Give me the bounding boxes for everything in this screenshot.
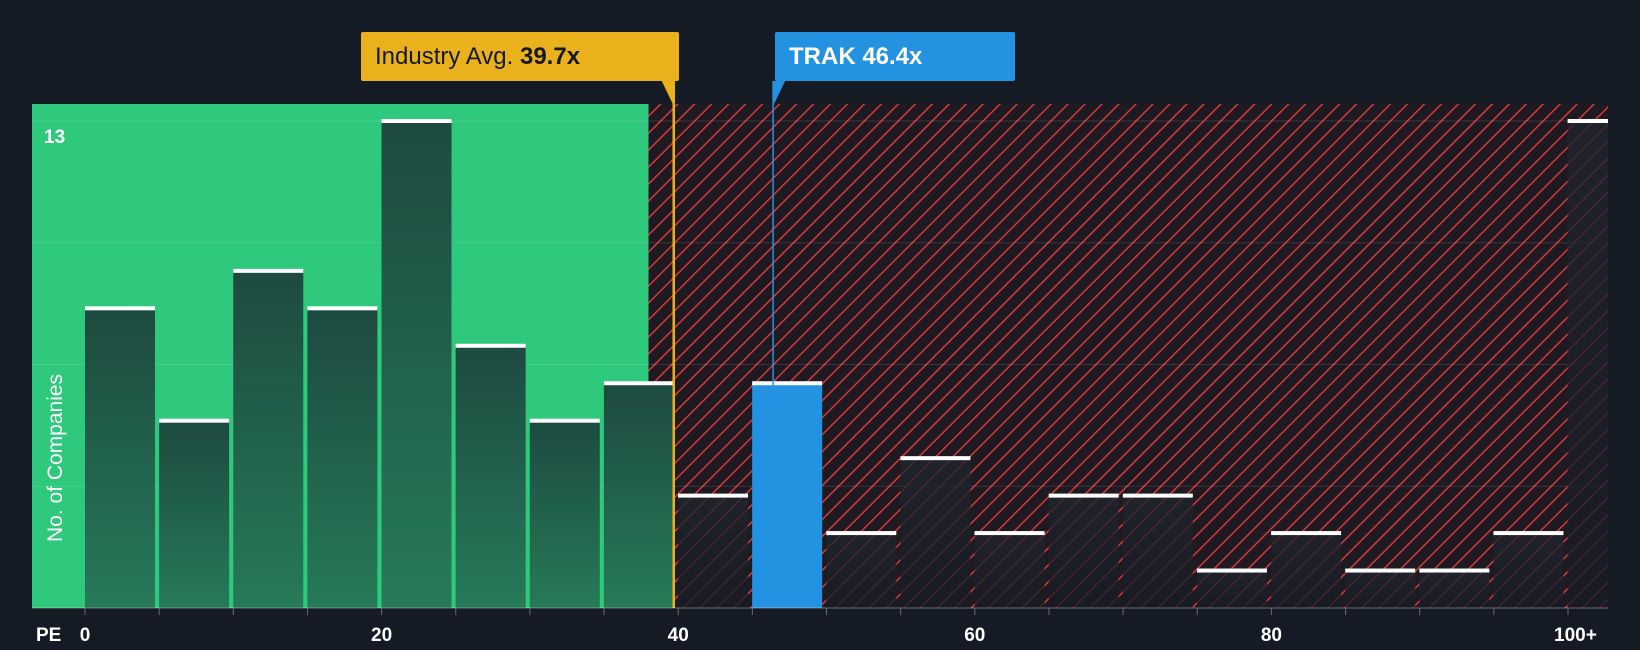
bar-10-15 — [233, 270, 304, 608]
bar-cap-0-5 — [85, 306, 155, 311]
bar-cap-80-85 — [1271, 531, 1342, 536]
x-tick-label-0: 0 — [80, 625, 91, 646]
bar-15-20 — [307, 308, 378, 608]
bar-cap-5-10 — [159, 418, 230, 423]
bar-cap-35-40 — [603, 381, 674, 386]
bar-5-10 — [159, 420, 230, 608]
industry-average-label: Industry Avg. — [375, 43, 514, 70]
x-tick-label-80: 80 — [1261, 625, 1282, 646]
bar-65-70 — [1048, 495, 1119, 608]
bar-20-25 — [381, 121, 452, 608]
x-axis-label: PE — [36, 625, 61, 646]
bar-0-5 — [85, 308, 155, 608]
industry-callout-pointer — [661, 81, 674, 106]
bar-cap-30-35 — [529, 418, 600, 423]
bar-55-60 — [900, 458, 971, 608]
bar-cap-85-90 — [1345, 568, 1416, 573]
x-tick-label-20: 20 — [371, 625, 392, 646]
bar-25-30 — [455, 345, 526, 608]
bar-70-75 — [1122, 495, 1193, 608]
bar-cap-20-25 — [381, 119, 452, 123]
company-ticker: TRAK — [789, 43, 856, 70]
industry-average-callout: Industry Avg. 39.7x — [361, 32, 679, 81]
company-pe-value: 46.4x — [862, 43, 923, 70]
x-tick-label-60: 60 — [964, 625, 985, 646]
bar-50-55 — [826, 533, 897, 608]
bar-90-95 — [1419, 570, 1490, 608]
x-tick-label-100+: 100+ — [1554, 625, 1597, 646]
y-max-label: 13 — [44, 127, 65, 148]
bar-cap-90-95 — [1419, 568, 1490, 573]
bar-cap-100+ — [1567, 119, 1608, 123]
bar-80-85 — [1271, 533, 1342, 608]
industry-average-value: 39.7x — [519, 43, 581, 70]
y-axis-label: No. of Companies — [44, 374, 67, 542]
x-tick-label-40: 40 — [668, 625, 689, 646]
bar-cap-60-65 — [974, 531, 1045, 536]
bar-100+ — [1567, 121, 1608, 608]
bar-cap-70-75 — [1122, 493, 1193, 498]
bar-cap-40-45 — [678, 493, 749, 498]
bar-40-45 — [678, 495, 749, 608]
company-callout-pointer — [773, 81, 786, 106]
bar-45-50 — [752, 383, 823, 608]
bar-75-80 — [1196, 570, 1267, 608]
bar-cap-65-70 — [1048, 493, 1119, 498]
bar-cap-15-20 — [307, 306, 378, 311]
bar-35-40 — [603, 383, 674, 608]
bar-60-65 — [974, 533, 1045, 608]
bar-cap-45-50 — [752, 381, 823, 386]
bar-30-35 — [529, 420, 600, 608]
bar-cap-55-60 — [900, 456, 971, 461]
bar-95-100 — [1493, 533, 1564, 608]
bar-cap-10-15 — [233, 268, 304, 273]
bar-cap-25-30 — [455, 343, 526, 348]
bar-cap-95-100 — [1493, 531, 1564, 536]
bar-cap-50-55 — [826, 531, 897, 536]
bar-85-90 — [1345, 570, 1416, 608]
bar-cap-75-80 — [1196, 568, 1267, 573]
company-pe-callout: TRAK 46.4x — [775, 32, 1015, 81]
